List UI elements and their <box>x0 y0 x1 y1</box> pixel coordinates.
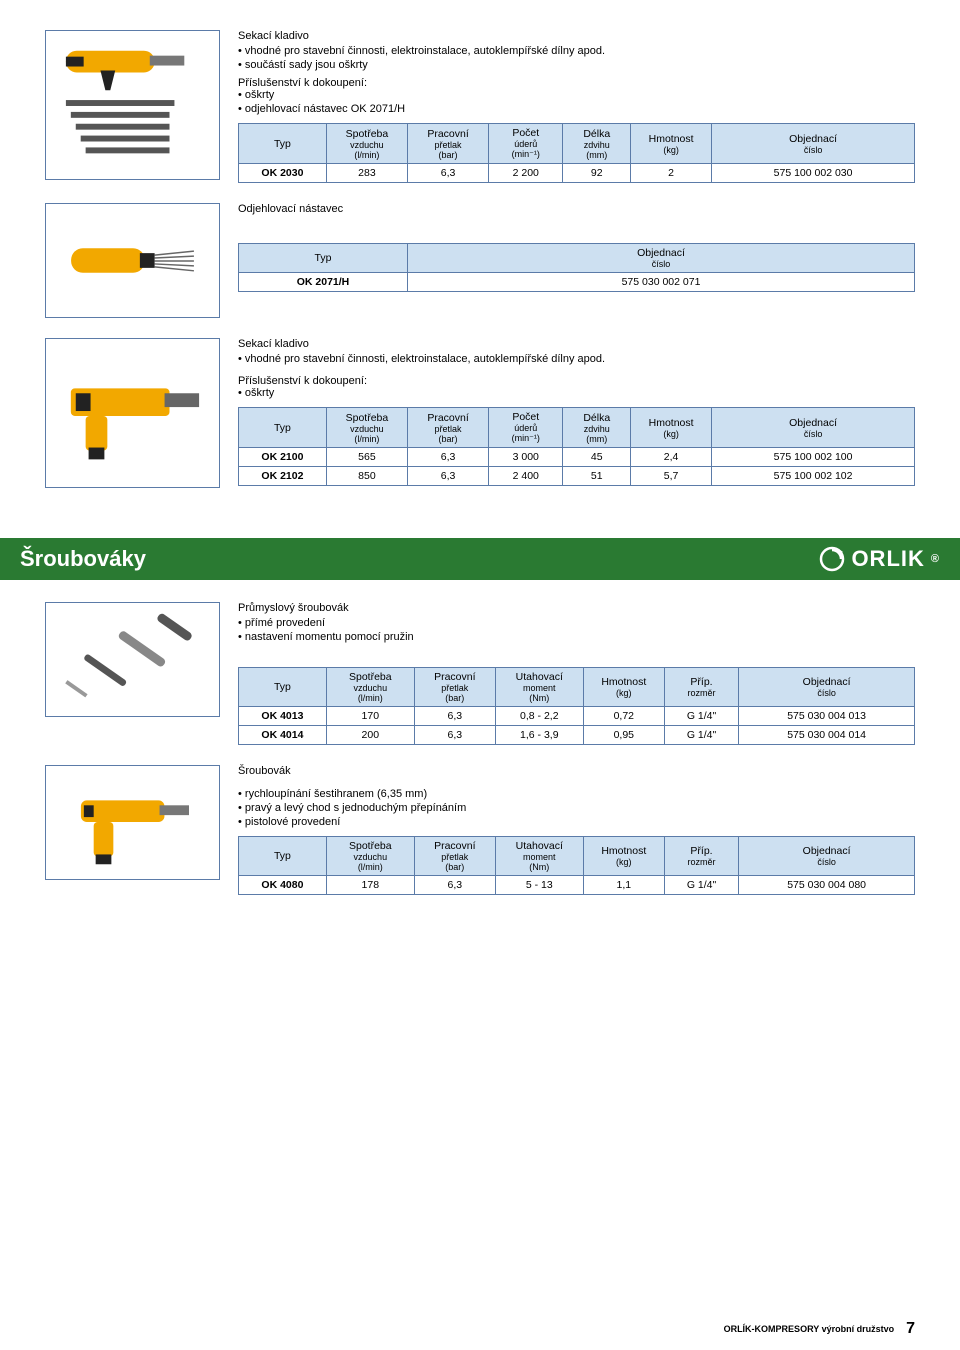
accessory: oškrty <box>238 89 915 101</box>
page-number: 7 <box>906 1320 915 1338</box>
table-row: OK 4013 170 6,3 0,8 - 2,2 0,72 G 1/4" 57… <box>239 707 915 726</box>
spec-table: Typ Spotřebavzduchu(l/min) Pracovnípřetl… <box>238 123 915 183</box>
bullet: nastavení momentu pomocí pružin <box>238 631 915 643</box>
section-header: Šroubováky ORLIK® <box>0 538 960 580</box>
table-header-row: Typ Objednacíčíslo <box>239 244 915 273</box>
product-title: Průmyslový šroubovák <box>238 602 915 614</box>
brand-logo: ORLIK® <box>819 546 940 572</box>
spec-table: Typ Spotřebavzduchu(l/min) Pracovnípřetl… <box>238 836 915 895</box>
footer-text: ORLÍK-KOMPRESORY výrobní družstvo <box>724 1324 895 1334</box>
product-prumyslovy-sroubovak: Průmyslový šroubovák přímé provedení nas… <box>45 602 915 745</box>
accessory: odjehlovací nástavec OK 2071/H <box>238 103 915 115</box>
table-row: OK 2071/H 575 030 002 071 <box>239 273 915 292</box>
bullet: přímé provedení <box>238 617 915 629</box>
product-title: Sekací kladivo <box>238 338 915 350</box>
page-footer: ORLÍK-KOMPRESORY výrobní družstvo 7 <box>724 1320 915 1338</box>
table-row: OK 4014 200 6,3 1,6 - 3,9 0,95 G 1/4" 57… <box>239 726 915 745</box>
accessories-label: Příslušenství k dokoupení: <box>238 77 915 89</box>
table-header-row: Typ Spotřebavzduchu(l/min) Pracovnípřetl… <box>239 408 915 448</box>
product-title: Sekací kladivo <box>238 30 915 42</box>
logo-icon <box>819 546 845 572</box>
bullet: součástí sady jsou oškrty <box>238 59 915 71</box>
product-sroubovak: Šroubovák rychloupínání šestihranem (6,3… <box>45 765 915 895</box>
spec-table: Typ Objednacíčíslo OK 2071/H 575 030 002… <box>238 243 915 292</box>
table-row: OK 2030 283 6,3 2 200 92 2 575 100 002 0… <box>239 164 915 183</box>
accessory: oškrty <box>238 387 915 399</box>
product-image <box>45 602 220 717</box>
spec-table: Typ Spotřebavzduchu(l/min) Pracovnípřetl… <box>238 667 915 745</box>
section-title: Šroubováky <box>20 546 146 572</box>
bullet: pravý a levý chod s jednoduchým přepínán… <box>238 802 915 814</box>
table-header-row: Typ Spotřebavzduchu(l/min) Pracovnípřetl… <box>239 668 915 707</box>
bullet: vhodné pro stavební činnosti, elektroins… <box>238 353 915 365</box>
product-odjehlovaci-nastavec: Odjehlovací nástavec Typ Objednacíčíslo … <box>45 203 915 318</box>
spec-table: Typ Spotřebavzduchu(l/min) Pracovnípřetl… <box>238 407 915 486</box>
bullet: pistolové provedení <box>238 816 915 828</box>
table-header-row: Typ Spotřebavzduchu(l/min) Pracovnípřetl… <box>239 837 915 876</box>
accessories-label: Příslušenství k dokoupení: <box>238 375 915 387</box>
table-row: OK 4080 178 6,3 5 - 13 1,1 G 1/4" 575 03… <box>239 876 915 895</box>
product-image <box>45 203 220 318</box>
product-sekaci-kladivo-1: Sekací kladivo vhodné pro stavební činno… <box>45 30 915 183</box>
table-row: OK 2102 850 6,3 2 400 51 5,7 575 100 002… <box>239 467 915 486</box>
product-image <box>45 338 220 488</box>
table-row: OK 2100 565 6,3 3 000 45 2,4 575 100 002… <box>239 448 915 467</box>
product-title: Odjehlovací nástavec <box>238 203 915 215</box>
table-header-row: Typ Spotřebavzduchu(l/min) Pracovnípřetl… <box>239 124 915 164</box>
product-sekaci-kladivo-2: Sekací kladivo vhodné pro stavební činno… <box>45 338 915 488</box>
product-title: Šroubovák <box>238 765 915 777</box>
product-image <box>45 765 220 880</box>
product-image <box>45 30 220 180</box>
bullet: vhodné pro stavební činnosti, elektroins… <box>238 45 915 57</box>
bullet: rychloupínání šestihranem (6,35 mm) <box>238 788 915 800</box>
